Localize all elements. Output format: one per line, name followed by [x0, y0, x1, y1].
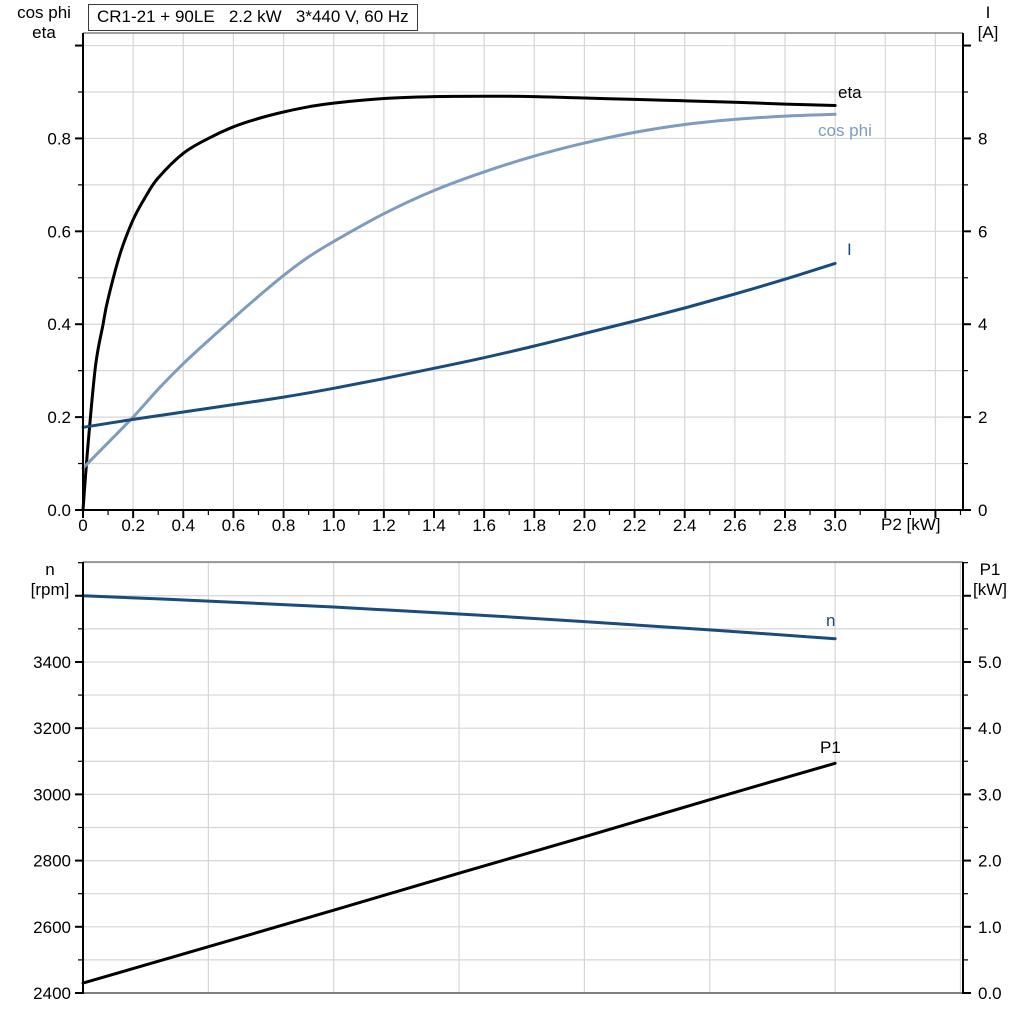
x-tick-label: 2.2: [623, 516, 647, 535]
axis-label-current: I: [985, 3, 991, 22]
speed-curve-label: n: [826, 611, 836, 630]
right-tick-label: 8: [978, 129, 987, 148]
left-tick-label: 0.4: [47, 315, 71, 334]
left-tick-label: 0.8: [47, 129, 71, 148]
left-tick-label: 0.0: [47, 501, 71, 520]
x-tick-label: 2.8: [773, 516, 797, 535]
n-curve: [81, 594, 837, 641]
right-tick-label: 0.0: [978, 984, 1002, 1003]
x-tick-label: 2.4: [673, 516, 697, 535]
left-tick-label: 2600: [33, 918, 71, 937]
x-tick-label: 1.0: [322, 516, 346, 535]
eta-curve-label: eta: [838, 83, 862, 102]
right-tick-label: 1.0: [978, 918, 1002, 937]
eta-curve: [81, 94, 837, 512]
bottom-right-axis-label: P1 [kW]: [963, 560, 1017, 600]
left-tick-label: 0.6: [47, 222, 71, 241]
right-tick-label: 6: [978, 222, 987, 241]
axis-label-cos-phi: cos phi: [17, 3, 71, 22]
x-tick-label: 0.8: [272, 516, 296, 535]
cos-phi-curve: [81, 112, 837, 470]
left-tick-label: 2800: [33, 852, 71, 871]
left-tick-label: 2400: [33, 984, 71, 1003]
x-tick-label: 1.8: [522, 516, 546, 535]
left-tick-label: 3400: [33, 653, 71, 672]
x-tick-label: 2.6: [723, 516, 747, 535]
right-tick-label: 4.0: [978, 719, 1002, 738]
axis-label-ampere-unit: [A]: [977, 23, 999, 42]
p1-curve-label: P1: [820, 738, 841, 757]
right-tick-label: 2: [978, 408, 987, 427]
x-tick-label: 1.6: [472, 516, 496, 535]
chart-title-box: CR1-21 + 90LE 2.2 kW 3*440 V, 60 Hz: [88, 4, 418, 31]
x-tick-label: 1.4: [422, 516, 446, 535]
axis-label-rpm-unit: [rpm]: [30, 580, 70, 599]
x-tick-label: 0.6: [222, 516, 246, 535]
left-tick-label: 3200: [33, 719, 71, 738]
axis-label-kw-unit: [kW]: [973, 580, 1007, 599]
right-tick-label: 5.0: [978, 653, 1002, 672]
left-tick-label: 3000: [33, 785, 71, 804]
right-tick-label: 0: [978, 501, 987, 520]
top-right-axis-label: I [A]: [962, 3, 1014, 43]
x-tick-label: 0.2: [121, 516, 145, 535]
x-tick-label: 2.0: [573, 516, 597, 535]
top-left-axis-label: cos phi eta: [4, 3, 84, 43]
current-curve-label: I: [847, 240, 852, 259]
right-tick-label: 2.0: [978, 852, 1002, 871]
x-tick-label: 0: [78, 516, 87, 535]
cos-phi-curve-label: cos phi: [818, 121, 872, 140]
axis-label-p1: P1: [979, 560, 1001, 579]
P1-curve: [81, 761, 837, 985]
left-tick-label: 0.2: [47, 408, 71, 427]
axis-label-speed: n: [45, 560, 55, 579]
x-axis-title: P2 [kW]: [881, 515, 941, 534]
axis-label-eta: eta: [32, 23, 56, 42]
right-tick-label: 4: [978, 315, 987, 334]
right-tick-label: 3.0: [978, 785, 1002, 804]
x-tick-label: 1.2: [372, 516, 396, 535]
bottom-left-axis-label: n [rpm]: [8, 560, 92, 600]
x-tick-label: 0.4: [171, 516, 195, 535]
x-tick-label: 3.0: [823, 516, 847, 535]
I-curve: [81, 261, 837, 429]
